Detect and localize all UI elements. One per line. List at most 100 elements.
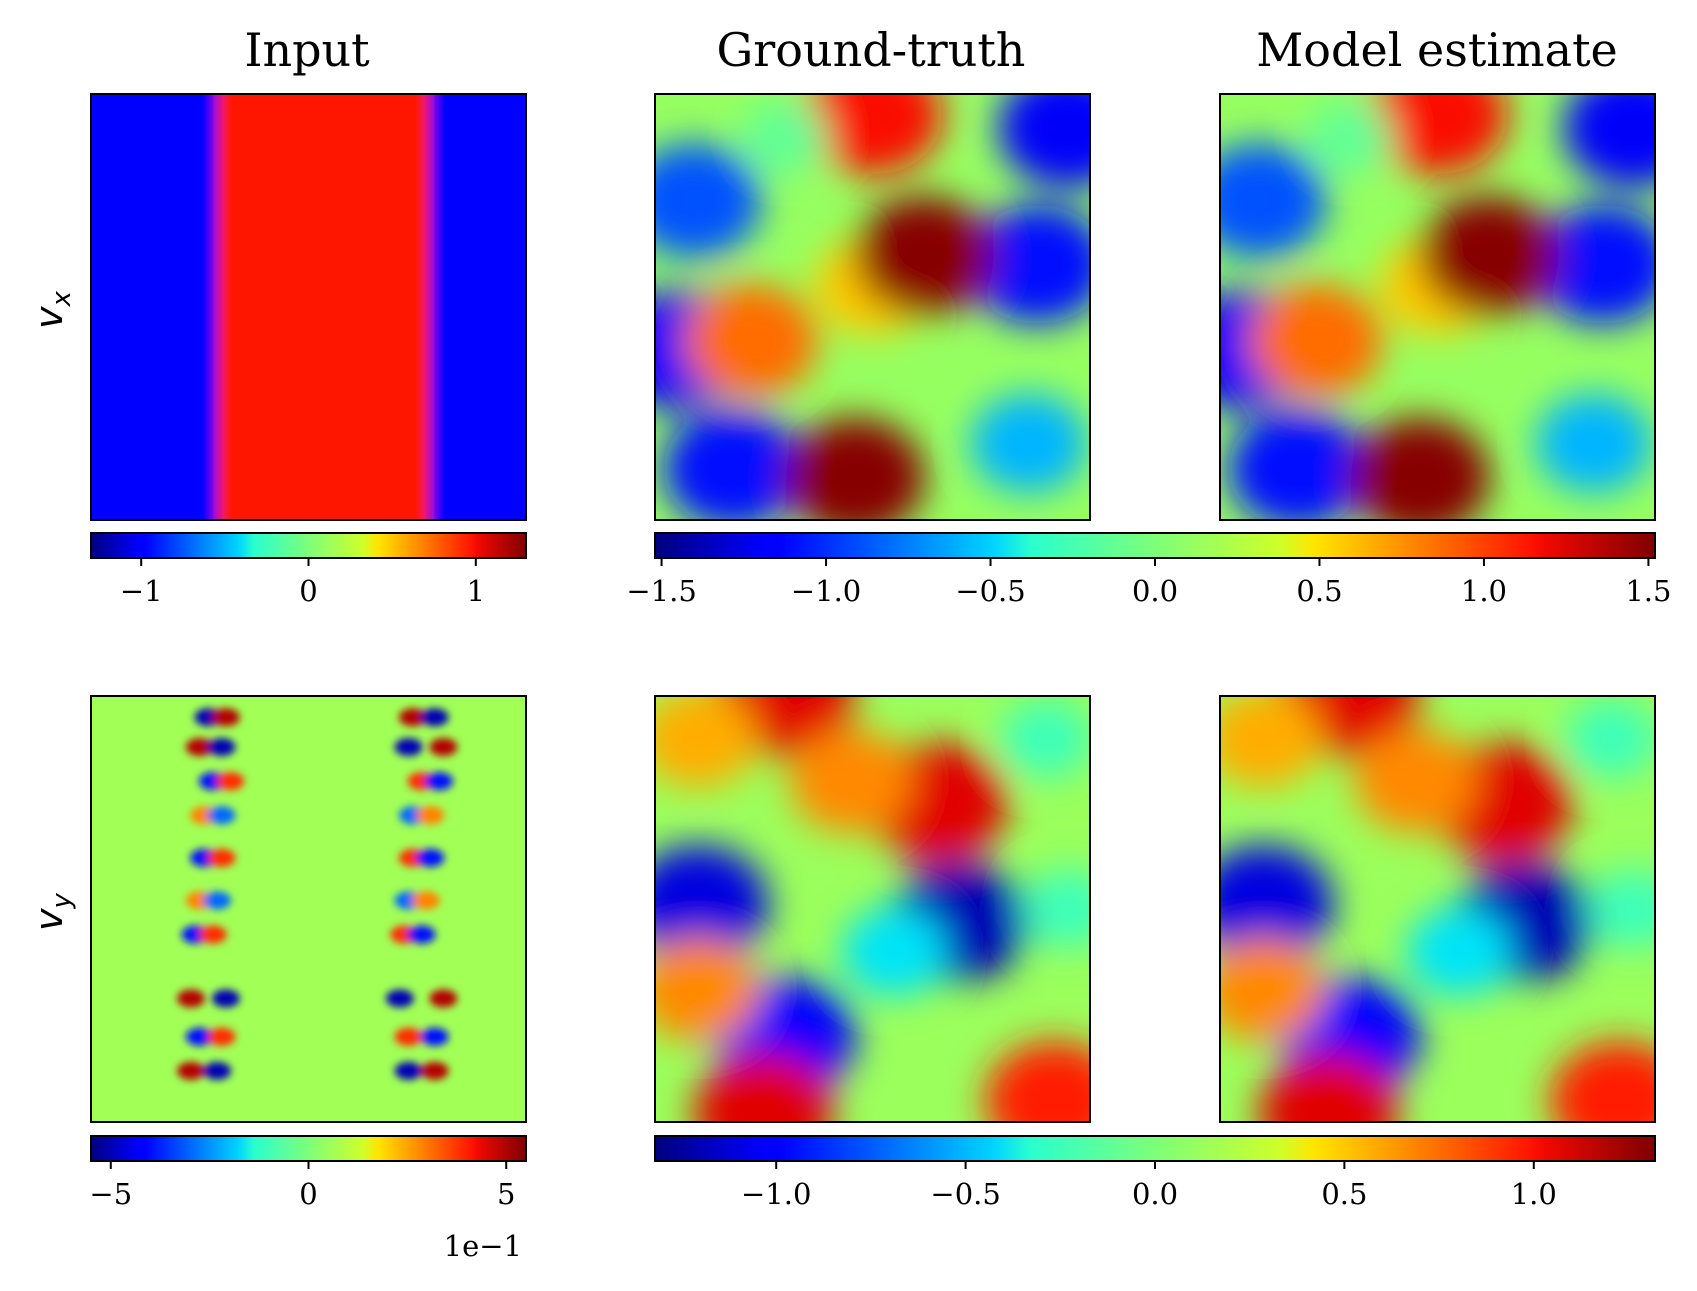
heatmap-blob: [785, 417, 926, 520]
heatmap-lobe: [385, 989, 414, 1008]
heatmap-lobe: [420, 1061, 449, 1080]
heatmap-blob: [971, 394, 1088, 493]
heatmap-blob: [854, 196, 995, 316]
title-ground-truth: Ground-truth: [717, 23, 1026, 77]
heatmap-model-estimate-vy: [1219, 695, 1656, 1123]
heatmap-blob: [1565, 699, 1655, 778]
heatmap-blob: [655, 696, 757, 788]
colorbar-tick-label: 5: [497, 1177, 515, 1211]
heatmap-blob: [1354, 729, 1477, 834]
heatmap-lobe: [207, 806, 236, 825]
heatmap-lobe: [429, 738, 458, 757]
heatmap-blob: [1307, 100, 1394, 174]
colorbar-tick-label: −0.5: [930, 1177, 1000, 1211]
heatmap-blob: [985, 1041, 1090, 1122]
colorbar-input-vx: −1 0 1: [90, 532, 527, 608]
heatmap-blob: [1228, 409, 1369, 520]
colorbar-tick-label: 1.0: [1511, 1177, 1557, 1211]
heatmap-ground-truth-vy: [654, 695, 1091, 1123]
heatmap-blob: [663, 409, 804, 520]
row-label-vx-base: v: [27, 306, 71, 329]
heatmap-blob: [683, 284, 818, 399]
colorbar-tick-label: 0.5: [1296, 574, 1342, 608]
heatmap-blob: [1248, 284, 1383, 399]
colorbar-input-vy: −5 0 5 1e−1: [89, 1135, 527, 1263]
colorbar-tick-label: 0: [299, 574, 317, 608]
heatmap-lobe: [425, 772, 453, 791]
heatmap-blob: [655, 845, 769, 965]
row-label-vy-sub: y: [47, 892, 77, 909]
title-input: Input: [244, 23, 370, 77]
heatmap-blob: [1563, 94, 1655, 188]
colorbar-tick-label: 1: [467, 574, 485, 608]
heatmap-lobe: [203, 1061, 232, 1080]
heatmap-band: [430, 94, 526, 520]
colorbar-shared-vy: −1.0 −0.5 0.0 0.5 1.0: [654, 1135, 1656, 1211]
heatmap-blob: [655, 938, 760, 1042]
row-label-vx: vx: [27, 290, 77, 329]
colorbar-tick-label: 0.0: [1132, 574, 1178, 608]
heatmap-blob: [693, 1053, 834, 1122]
heatmap-blob: [1258, 1053, 1399, 1122]
heatmap-blob: [998, 94, 1090, 188]
heatmap-blob: [1220, 143, 1327, 258]
heatmap-blob: [1367, 94, 1508, 175]
heatmap-input-vy: [90, 695, 527, 1123]
heatmap-lobe: [416, 806, 445, 825]
heatmap-lobe: [177, 989, 206, 1008]
colorbar-tick-label: −1: [120, 574, 163, 608]
heatmap-blob: [1532, 204, 1655, 324]
heatmap-lobe: [185, 738, 214, 757]
heatmap-blob: [802, 94, 943, 175]
heatmap-lobe: [420, 1027, 449, 1046]
colorbar-tick-label: −5: [89, 1177, 132, 1211]
heatmap-lobe: [198, 925, 227, 944]
colorbar-tick-label: 0.5: [1321, 1177, 1367, 1211]
panel-frame: [1219, 695, 1656, 1123]
colorbar-shared-vx: −1.5 −1.0 −0.5 0.0 0.5 1.0 1.5: [626, 532, 1671, 608]
heatmap-lobe: [207, 738, 236, 757]
heatmap-lobe: [207, 848, 236, 867]
heatmap-blob: [1419, 196, 1560, 316]
panel-frame: [654, 93, 1091, 521]
heatmap-model-estimate-vx: [1219, 93, 1656, 521]
colorbar-offset-label: 1e−1: [444, 1229, 522, 1263]
heatmap-band-group: [91, 94, 526, 520]
row-label-vx-sub: x: [47, 290, 77, 307]
heatmap-lobe: [429, 989, 458, 1008]
colorbar-tick-label: 1.5: [1625, 574, 1671, 608]
heatmap-lobe: [411, 891, 440, 910]
heatmap-lobe: [177, 1061, 206, 1080]
heatmap-band: [217, 94, 431, 520]
colorbar-tick-label: −1.5: [626, 574, 696, 608]
colorbar-tick-label: −0.5: [955, 574, 1025, 608]
heatmap-lobe: [216, 772, 245, 791]
colorbar-tick-label: 0.0: [1132, 1177, 1178, 1211]
heatmap-lobe: [420, 708, 449, 727]
heatmap-blob: [1587, 869, 1655, 949]
heatmap-blob: [1220, 845, 1334, 965]
heatmap-lobe: [203, 891, 232, 910]
heatmap-lobe: [211, 989, 240, 1008]
heatmap-lobe: [394, 1027, 423, 1046]
heatmap-lobe: [394, 1061, 423, 1080]
heatmap-blob: [1220, 696, 1322, 788]
panel-frame: [1219, 93, 1656, 521]
heatmap-lobe: [185, 1027, 214, 1046]
heatmap-blob: [1350, 417, 1491, 520]
heatmap-blob: [1022, 869, 1090, 949]
heatmap-blob: [842, 907, 947, 996]
heatmap-blob: [1220, 938, 1325, 1042]
heatmap-input-vx: [90, 93, 527, 521]
heatmap-band: [91, 94, 218, 520]
panel-frame: [90, 93, 527, 521]
heatmap-lobe: [416, 848, 445, 867]
heatmap-blob: [967, 204, 1090, 324]
heatmap-blob: [789, 729, 912, 834]
colorbar-tick-label: −1.0: [791, 574, 861, 608]
heatmap-blob: [742, 100, 829, 174]
colorbar-gradient: [654, 1135, 1656, 1162]
heatmap-lobe: [398, 708, 427, 727]
heatmap-lobe: [394, 738, 423, 757]
